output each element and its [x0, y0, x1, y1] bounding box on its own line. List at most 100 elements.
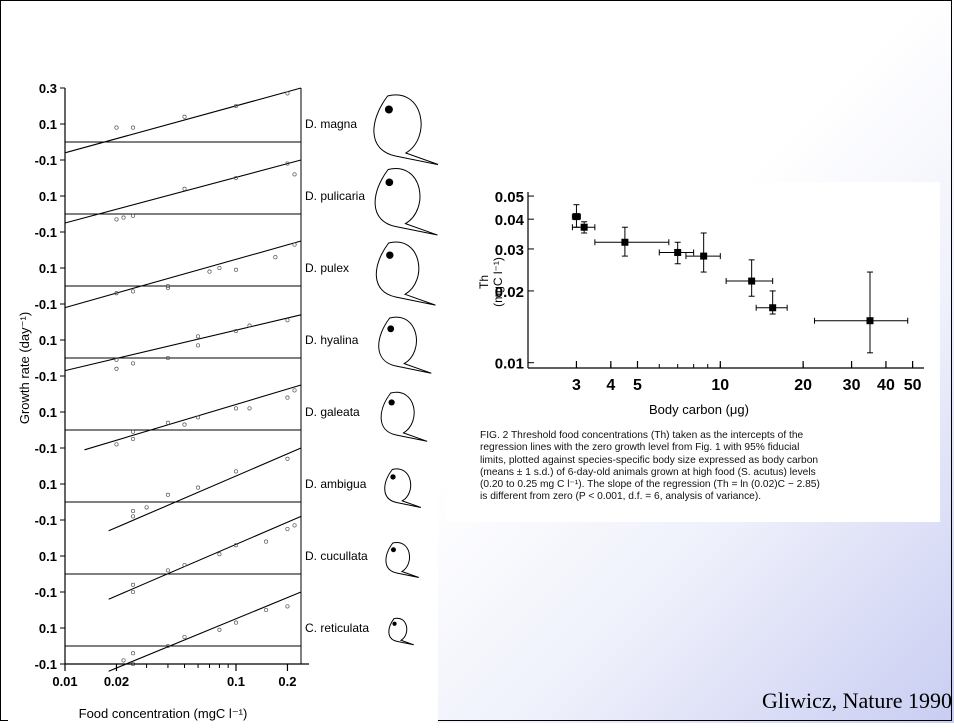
y-tick-label: 0.1 — [39, 621, 57, 636]
data-point — [114, 442, 119, 447]
daphnia-outline — [385, 542, 419, 578]
regression-line — [64, 159, 302, 224]
caption-line: (0.20 to 0.25 mg C l⁻¹). The slope of th… — [480, 479, 820, 491]
data-point — [165, 643, 170, 649]
daphnia-outline — [378, 316, 432, 374]
data-point — [165, 355, 170, 361]
daphnia-outline — [374, 168, 438, 236]
data-point — [233, 103, 239, 109]
data-point — [217, 627, 222, 632]
data-point — [264, 539, 269, 544]
y-tick-label: 0.03 — [495, 242, 524, 259]
data-point — [233, 620, 239, 625]
regression-line — [108, 447, 302, 532]
daphnia-outline — [375, 241, 436, 306]
data-point — [182, 186, 187, 191]
data-point — [114, 291, 119, 296]
data-point — [144, 505, 149, 510]
caption-line: regression lines with the zero growth le… — [480, 442, 800, 454]
x-tick-label: 3 — [572, 377, 581, 394]
y-tick-label: -0.1 — [35, 369, 57, 384]
species-label: D. pulex — [305, 261, 349, 275]
right-y-axis-label: Th — [477, 275, 491, 289]
data-point — [572, 213, 580, 221]
daphnia-eye — [392, 621, 397, 626]
left-y-axis-label: Growth rate (day⁻¹) — [17, 312, 32, 424]
y-tick-label: -0.1 — [35, 513, 57, 528]
growth-rate-figure: 0.3 0.1 -0.1 D. magna 0.1 -0.1 D. pulicaria 0.1… — [8, 68, 440, 723]
data-point — [165, 283, 170, 289]
data-point — [285, 526, 290, 532]
data-point — [285, 456, 290, 461]
data-point — [130, 125, 136, 130]
regression-line — [108, 515, 302, 600]
y-tick-label: 0.04 — [495, 212, 525, 229]
species-label: D. hyalina — [305, 333, 359, 347]
data-point — [233, 469, 239, 474]
y-tick-label: -0.1 — [35, 585, 57, 600]
y-tick-label: -0.1 — [35, 657, 57, 672]
species-label: D. cucullata — [305, 549, 368, 563]
species-label: D. galeata — [305, 405, 360, 419]
y-tick-label: 0.02 — [495, 284, 524, 301]
regression-line — [64, 240, 302, 309]
daphnia-eye — [390, 547, 396, 553]
data-point — [114, 366, 119, 371]
data-point — [196, 334, 201, 339]
data-point — [114, 125, 119, 130]
daphnia-outline — [380, 391, 428, 442]
data-point — [130, 289, 136, 294]
figure-caption: FIG. 2 Threshold food concentrations (Th… — [480, 430, 936, 504]
y-tick-label: 0.1 — [39, 261, 57, 276]
y-tick-label: 0.1 — [39, 549, 57, 564]
citation-credit: Gliwicz, Nature 1990 — [762, 688, 952, 713]
data-point — [621, 238, 629, 246]
data-point — [130, 582, 136, 587]
regression-line — [84, 384, 302, 451]
data-point — [165, 420, 170, 425]
data-point — [700, 252, 708, 260]
data-point — [130, 361, 136, 366]
data-point — [165, 568, 170, 573]
data-point — [233, 543, 239, 548]
data-point — [114, 357, 119, 362]
data-point — [207, 269, 212, 274]
y-tick-label: 0.05 — [495, 189, 524, 206]
species-label: D. magna — [305, 117, 357, 131]
left-x-axis-label: Food concentration (mgC l⁻¹) — [79, 706, 248, 721]
x-tick-label: 0.1 — [227, 674, 245, 689]
data-point — [233, 175, 239, 181]
y-tick-label: 0.1 — [39, 333, 57, 348]
y-tick-label: -0.1 — [35, 153, 57, 168]
data-point — [114, 217, 119, 222]
data-point — [292, 172, 297, 177]
y-tick-label: 0.01 — [495, 356, 524, 373]
y-tick-label: 0.1 — [39, 117, 57, 132]
data-point — [292, 242, 297, 247]
caption-line: (means ± 1 s.d.) of 6-day-old animals gr… — [480, 466, 816, 478]
daphnia-eye — [388, 399, 395, 406]
data-point — [130, 651, 136, 656]
data-point — [196, 485, 201, 490]
data-point — [182, 422, 187, 427]
y-tick-label: -0.1 — [35, 225, 57, 240]
daphnia-eye — [386, 251, 394, 259]
x-tick-label: 4 — [606, 377, 615, 394]
daphnia-outline — [384, 468, 422, 508]
data-point — [130, 436, 136, 442]
data-point — [233, 406, 239, 411]
y-tick-label: 0.3 — [39, 81, 57, 96]
regression-line — [64, 87, 302, 154]
species-label: D. ambigua — [305, 477, 367, 491]
data-point — [217, 552, 222, 557]
x-tick-label: 30 — [843, 377, 861, 394]
x-tick-label: 0.2 — [278, 674, 296, 689]
growth-rate-panels: 0.3 0.1 -0.1 D. magna 0.1 -0.1 D. pulicaria 0.1… — [35, 81, 370, 689]
growth-rate-chart: 0.3 0.1 -0.1 D. magna 0.1 -0.1 D. pulicaria 0.1… — [17, 81, 440, 721]
data-point — [130, 508, 136, 514]
daphnia-eye — [387, 325, 395, 333]
data-point — [165, 285, 170, 290]
data-point — [182, 114, 187, 119]
data-point — [130, 213, 136, 218]
right-y-axis-unit: (mgC l⁻¹) — [491, 257, 505, 307]
